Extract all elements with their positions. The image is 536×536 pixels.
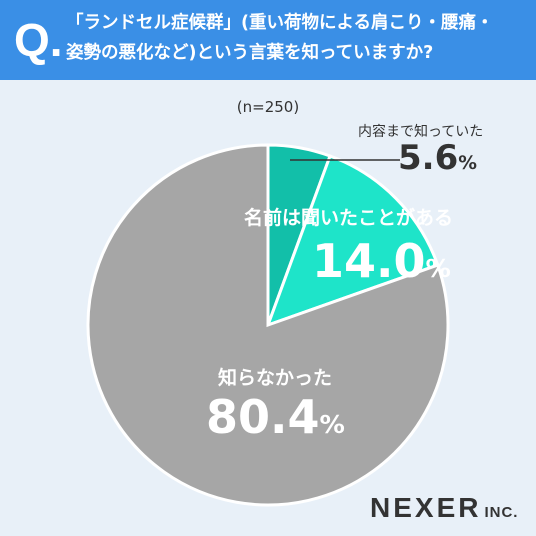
question-header: Q. 「ランドセル症候群」(重い荷物による肩こり・腰痛・ 姿勢の悪化など)という… [0,0,536,80]
question-text: 「ランドセル症候群」(重い荷物による肩こり・腰痛・ 姿勢の悪化など)という言葉を… [66,13,494,63]
nexer-logo: NEXER INC. [370,492,519,523]
slice-value-heard-name: 14.0% [312,234,451,288]
pie-slice-did-not-know [86,143,450,507]
slice-label-did-not-know: 知らなかった [218,367,333,389]
slice-value-knew-content: 5.6% [398,138,477,178]
sample-size: (n=250) [236,98,300,116]
pie-chart [86,143,450,507]
slice-value-did-not-know: 80.4% [206,390,345,444]
q-mark: Q. [14,14,63,66]
slice-label-heard-name: 名前は聞いたことがある [244,207,454,229]
slice-label-knew-content: 内容まで知っていた [358,124,484,140]
